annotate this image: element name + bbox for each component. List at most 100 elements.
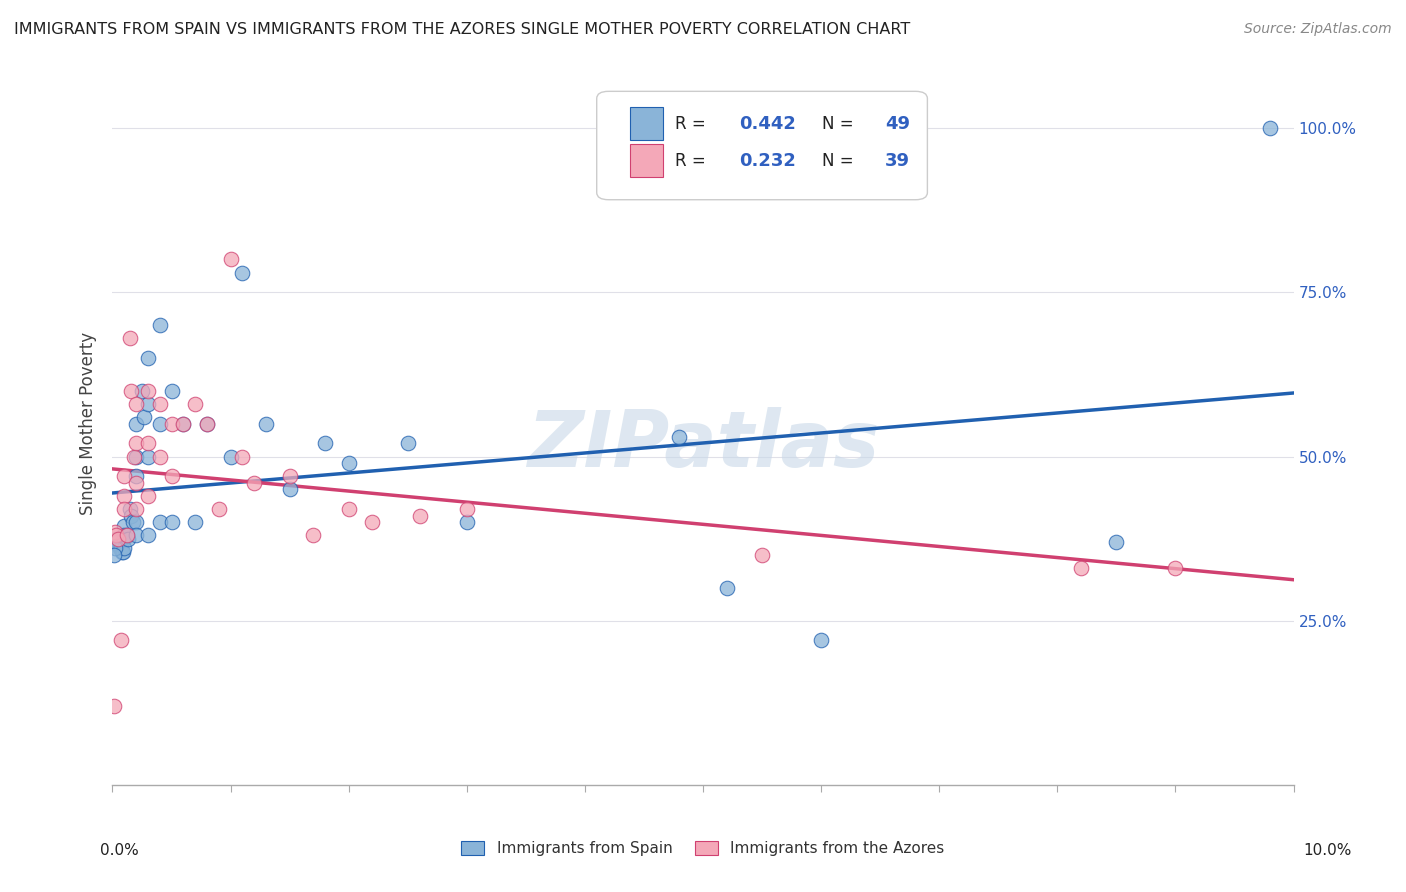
Point — [219, 252, 242, 267]
Point — [361, 515, 384, 529]
Point — [172, 417, 194, 431]
Point — [456, 515, 478, 529]
Point — [105, 532, 128, 546]
Text: 0.232: 0.232 — [740, 152, 796, 169]
Point — [136, 384, 159, 398]
Point — [172, 417, 194, 431]
Point — [117, 532, 139, 546]
Point — [107, 538, 129, 552]
Point — [104, 541, 127, 556]
Point — [120, 384, 142, 398]
Point — [278, 483, 301, 497]
Point — [314, 436, 336, 450]
Point — [125, 515, 148, 529]
Text: ZIPatlas: ZIPatlas — [527, 408, 879, 483]
Point — [131, 384, 153, 398]
Text: 0.442: 0.442 — [740, 115, 796, 133]
Point — [115, 528, 138, 542]
FancyBboxPatch shape — [630, 107, 662, 140]
Text: 0.0%: 0.0% — [100, 843, 139, 858]
Point — [112, 469, 135, 483]
Point — [104, 524, 127, 539]
Legend: Immigrants from Spain, Immigrants from the Azores: Immigrants from Spain, Immigrants from t… — [454, 834, 952, 864]
Point — [751, 548, 773, 562]
Text: IMMIGRANTS FROM SPAIN VS IMMIGRANTS FROM THE AZORES SINGLE MOTHER POVERTY CORREL: IMMIGRANTS FROM SPAIN VS IMMIGRANTS FROM… — [14, 22, 910, 37]
Point — [160, 384, 183, 398]
Point — [195, 417, 218, 431]
Point — [208, 502, 231, 516]
Point — [1258, 121, 1281, 136]
Point — [160, 469, 183, 483]
Text: 49: 49 — [884, 115, 910, 133]
Point — [112, 502, 135, 516]
Point — [121, 515, 143, 529]
Point — [108, 541, 131, 556]
Point — [120, 508, 142, 523]
Point — [107, 532, 129, 546]
Point — [111, 545, 134, 559]
Point — [125, 397, 148, 411]
Point — [1105, 535, 1128, 549]
Point — [337, 456, 360, 470]
Point — [112, 532, 135, 546]
Point — [456, 502, 478, 516]
Text: N =: N = — [823, 115, 859, 133]
Text: N =: N = — [823, 152, 859, 169]
Point — [134, 410, 156, 425]
Point — [125, 417, 148, 431]
Point — [136, 351, 159, 365]
Text: 39: 39 — [884, 152, 910, 169]
Point — [243, 475, 266, 490]
Text: R =: R = — [675, 152, 710, 169]
Point — [1070, 561, 1092, 575]
Point — [231, 450, 253, 464]
Point — [149, 450, 172, 464]
Point — [160, 515, 183, 529]
Point — [408, 508, 430, 523]
Point — [105, 528, 128, 542]
Point — [195, 417, 218, 431]
Text: Source: ZipAtlas.com: Source: ZipAtlas.com — [1244, 22, 1392, 37]
Point — [136, 450, 159, 464]
Point — [302, 528, 325, 542]
Point — [110, 541, 132, 556]
Text: R =: R = — [675, 115, 710, 133]
Point — [149, 397, 172, 411]
Point — [103, 548, 125, 562]
Point — [112, 518, 135, 533]
Point — [149, 515, 172, 529]
Point — [149, 417, 172, 431]
Point — [122, 450, 145, 464]
Point — [337, 502, 360, 516]
Point — [125, 436, 148, 450]
Text: 10.0%: 10.0% — [1303, 843, 1351, 858]
Point — [810, 633, 832, 648]
Point — [103, 699, 125, 714]
FancyBboxPatch shape — [596, 91, 928, 200]
Point — [184, 515, 207, 529]
Point — [112, 545, 135, 559]
Point — [1164, 561, 1187, 575]
Point — [254, 417, 277, 431]
Point — [125, 469, 148, 483]
Point — [149, 318, 172, 333]
Point — [125, 450, 148, 464]
Point — [396, 436, 419, 450]
Point — [278, 469, 301, 483]
Point — [115, 528, 138, 542]
Point — [112, 541, 135, 556]
Point — [105, 535, 128, 549]
Y-axis label: Single Mother Poverty: Single Mother Poverty — [79, 332, 97, 516]
Point — [125, 528, 148, 542]
Point — [120, 502, 142, 516]
Point — [136, 436, 159, 450]
Point — [136, 528, 159, 542]
Point — [184, 397, 207, 411]
FancyBboxPatch shape — [630, 145, 662, 177]
Point — [110, 633, 132, 648]
Point — [125, 475, 148, 490]
Point — [668, 430, 690, 444]
Point — [219, 450, 242, 464]
Point — [716, 581, 738, 595]
Point — [160, 417, 183, 431]
